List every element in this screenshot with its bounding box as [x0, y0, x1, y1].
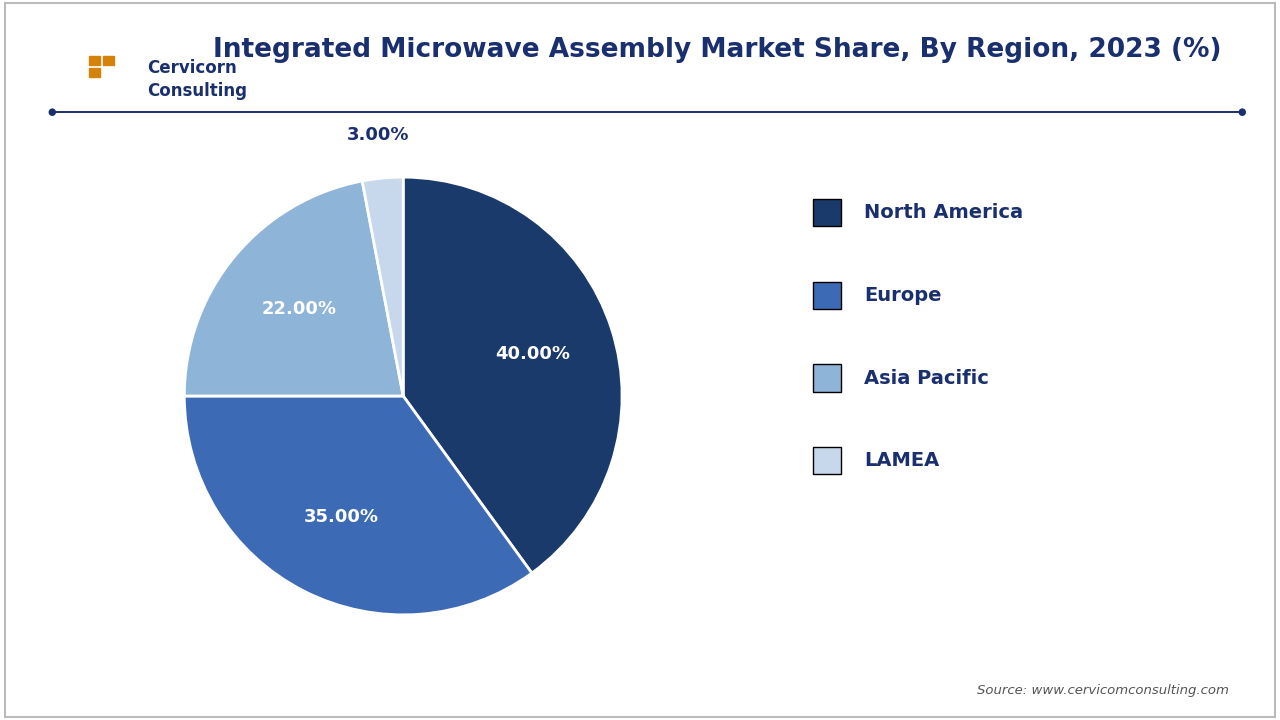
Wedge shape — [403, 177, 622, 573]
Text: 40.00%: 40.00% — [495, 345, 570, 363]
Bar — [88, 56, 100, 65]
Wedge shape — [184, 396, 532, 615]
Text: Asia Pacific: Asia Pacific — [864, 369, 989, 387]
Text: ●: ● — [47, 107, 55, 117]
Text: North America: North America — [864, 203, 1023, 222]
Text: Cervicorn: Cervicorn — [147, 59, 237, 77]
Text: Europe: Europe — [864, 286, 942, 305]
Text: 22.00%: 22.00% — [261, 300, 337, 318]
Polygon shape — [27, 37, 88, 96]
Text: ●: ● — [1238, 107, 1245, 117]
Text: Source: www.cervicomconsulting.com: Source: www.cervicomconsulting.com — [977, 684, 1229, 697]
Bar — [88, 68, 100, 76]
Text: 35.00%: 35.00% — [305, 508, 379, 526]
Text: Consulting: Consulting — [147, 83, 247, 101]
Text: LAMEA: LAMEA — [864, 451, 940, 470]
Wedge shape — [184, 181, 403, 396]
Text: 3.00%: 3.00% — [347, 125, 410, 143]
Bar — [102, 56, 114, 65]
Wedge shape — [362, 177, 403, 396]
Text: Integrated Microwave Assembly Market Share, By Region, 2023 (%): Integrated Microwave Assembly Market Sha… — [212, 37, 1221, 63]
